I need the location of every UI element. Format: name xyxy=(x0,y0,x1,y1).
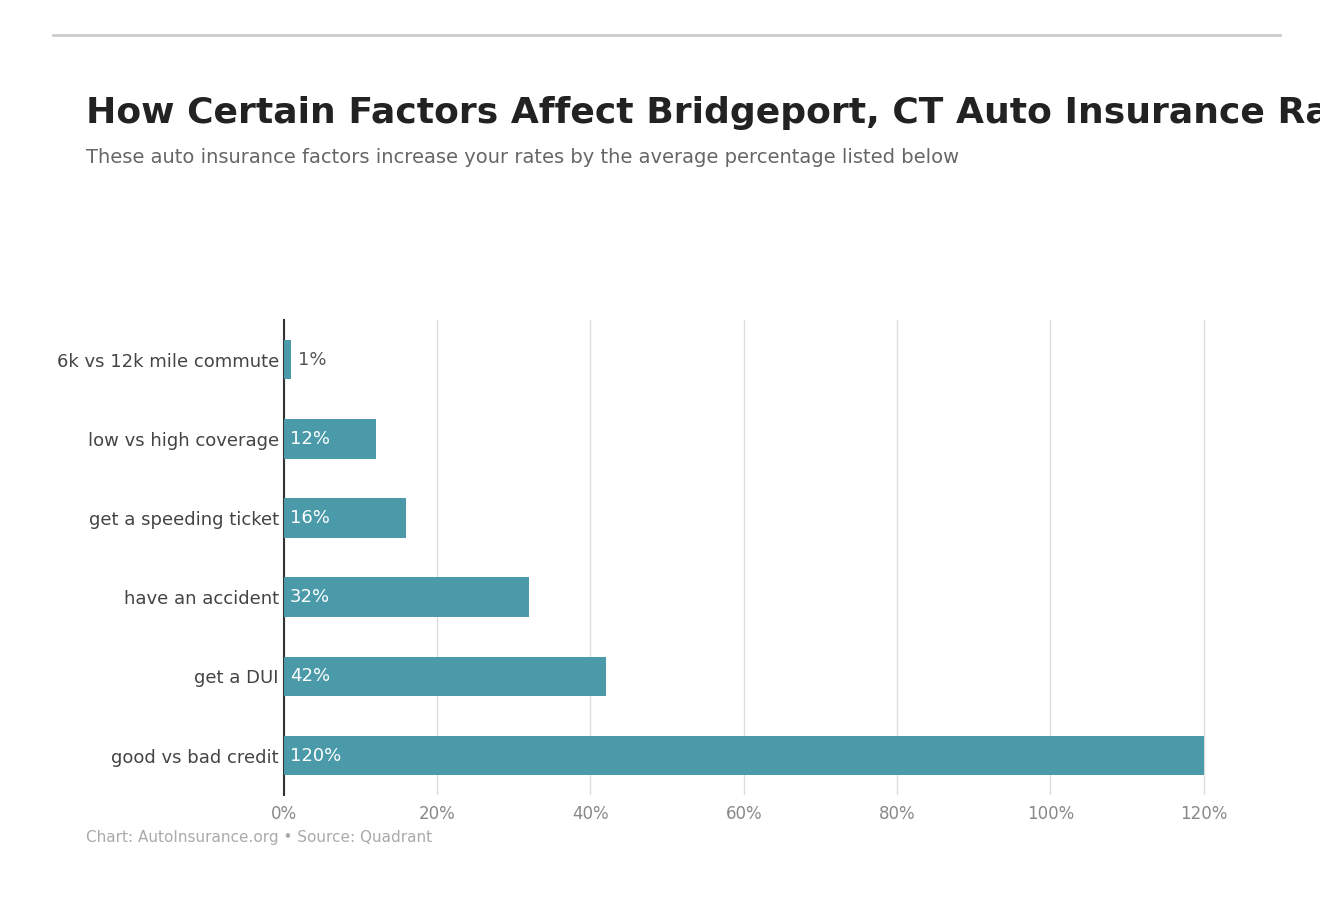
Bar xyxy=(284,656,606,696)
Text: 12%: 12% xyxy=(290,430,330,448)
Bar xyxy=(284,340,292,379)
Bar xyxy=(284,498,407,537)
Text: Chart: AutoInsurance.org • Source: Quadrant: Chart: AutoInsurance.org • Source: Quadr… xyxy=(86,831,432,845)
Text: 16%: 16% xyxy=(290,509,330,527)
Text: 120%: 120% xyxy=(290,747,341,765)
Text: 32%: 32% xyxy=(290,588,330,606)
Bar xyxy=(284,736,1204,775)
Text: 1%: 1% xyxy=(297,350,326,368)
Text: How Certain Factors Affect Bridgeport, CT Auto Insurance Rates: How Certain Factors Affect Bridgeport, C… xyxy=(86,96,1320,130)
Text: 42%: 42% xyxy=(290,667,330,686)
Bar xyxy=(284,419,376,459)
Text: These auto insurance factors increase your rates by the average percentage liste: These auto insurance factors increase yo… xyxy=(86,148,958,167)
Bar xyxy=(284,578,529,617)
